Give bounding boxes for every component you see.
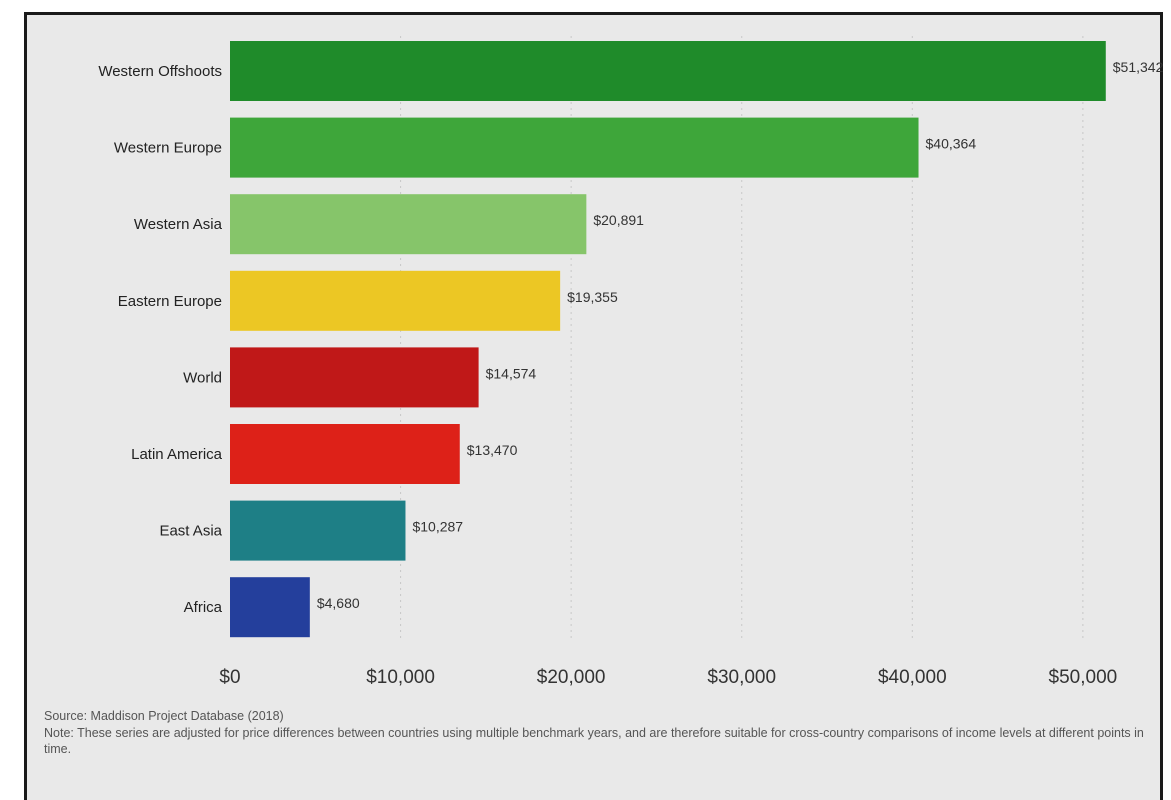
- x-tick-label: $50,000: [1049, 667, 1118, 688]
- bar: [230, 424, 460, 484]
- bar: [230, 194, 587, 255]
- value-label: $10,287: [412, 519, 463, 535]
- category-label: East Asia: [159, 523, 222, 540]
- category-label: Western Offshoots: [98, 63, 222, 80]
- gridlines: [400, 36, 1084, 640]
- category-label: Eastern Europe: [118, 293, 222, 310]
- category-label: Western Europe: [114, 140, 222, 157]
- category-label: World: [183, 369, 222, 386]
- x-tick-label: $30,000: [707, 667, 776, 688]
- x-tick-label: $40,000: [878, 667, 947, 688]
- bar: [230, 41, 1106, 101]
- x-tick-label: $10,000: [366, 667, 435, 688]
- bar-chart: Western Offshoots Western Europe Western A…: [98, 36, 1164, 688]
- bar: [230, 347, 479, 408]
- value-label: $19,355: [567, 289, 618, 305]
- category-labels: Western Offshoots Western Europe Western A…: [98, 63, 222, 616]
- bar: [230, 500, 406, 561]
- bar: [230, 270, 561, 331]
- methodology-note: Note: These series are adjusted for pric…: [44, 726, 1144, 756]
- category-label: Latin America: [131, 446, 223, 463]
- value-labels: $51,342 $40,364 $20,891 $19,355 $14,574 $13,4…: [317, 59, 1164, 611]
- bar: [230, 577, 310, 638]
- bars: [230, 41, 1106, 638]
- category-label: Africa: [184, 599, 223, 616]
- category-label: Western Asia: [134, 216, 223, 233]
- x-tick-label: $20,000: [537, 667, 606, 688]
- x-tick-label: $0: [219, 667, 240, 688]
- x-axis-ticks: $0 $10,000 $20,000 $30,000 $40,000 $50,000: [219, 667, 1117, 688]
- bar: [230, 117, 919, 178]
- source-note: Source: Maddison Project Database (2018): [44, 709, 284, 723]
- value-label: $14,574: [486, 365, 537, 381]
- value-label: $13,470: [467, 442, 518, 458]
- value-label: $4,680: [317, 595, 360, 611]
- value-label: $51,342: [1113, 59, 1164, 75]
- value-label: $20,891: [593, 212, 644, 228]
- value-label: $40,364: [926, 136, 977, 152]
